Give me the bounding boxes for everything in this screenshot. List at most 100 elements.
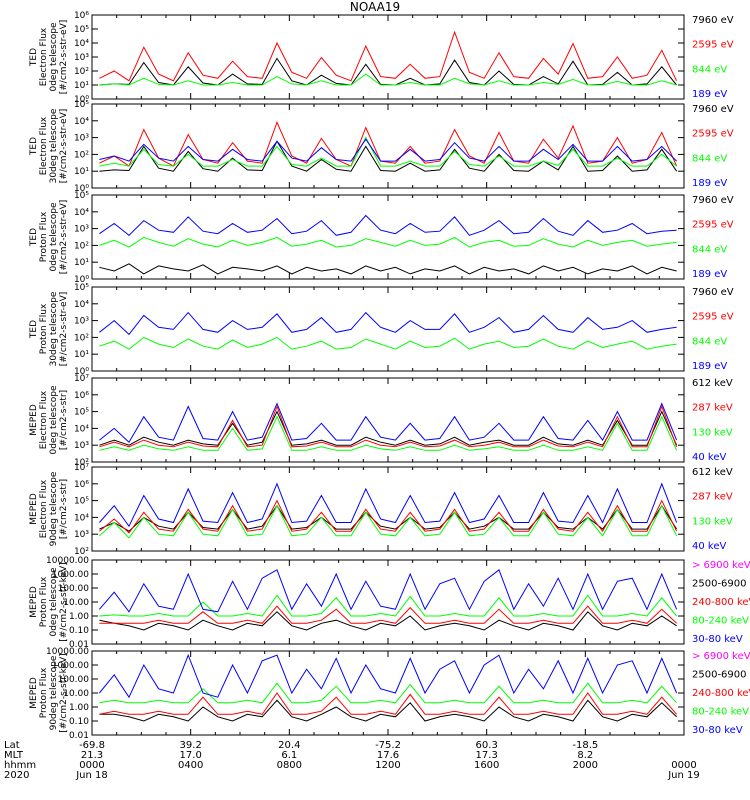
y-axis-label-line: TED xyxy=(29,228,39,247)
legend-entry: 2500-6900 xyxy=(692,670,747,681)
series-line-844-ev xyxy=(99,336,677,350)
y-tick-label: 100.00 xyxy=(58,584,90,594)
y-tick-label: 10⁴ xyxy=(74,208,89,218)
panel-frame-2 xyxy=(91,194,685,280)
chart-title: NOAA19 xyxy=(349,0,401,14)
legend-entry: 2595 eV xyxy=(692,312,734,323)
series-line-844-ev xyxy=(99,136,677,167)
y-tick-label: 10³ xyxy=(74,53,89,63)
y-axis-label-line: Electron Flux xyxy=(39,116,49,175)
y-tick-label: 10⁴ xyxy=(74,300,89,310)
legend-entry: 240-800 keV xyxy=(692,597,750,608)
y-tick-label: 10³ xyxy=(74,317,89,327)
y-axis-label-line: MEPED xyxy=(29,586,39,618)
y-axis-label-line: 0deg telescope xyxy=(49,567,59,637)
legend-entry: 287 keV xyxy=(692,403,733,414)
y-axis-label-line: 90deg telescope xyxy=(49,655,59,730)
y-tick-label: 1000.00 xyxy=(52,661,89,671)
y-tick-label: 10² xyxy=(74,150,89,160)
y-axis-label-line: [#/cm2-s-str-eV] xyxy=(59,200,69,275)
x-row-label: hhmm xyxy=(4,760,36,771)
y-tick-label: 10¹ xyxy=(74,81,89,91)
legend-entry: 189 eV xyxy=(692,361,727,372)
series-line-2595-ev xyxy=(99,121,678,167)
y-axis-label-line: Proton Flux xyxy=(39,667,49,718)
x-tick-mlt: 17.0 xyxy=(180,750,202,761)
series-line-2500-6900 xyxy=(99,611,677,631)
x-tick-hhmm: 1600 xyxy=(474,760,499,771)
legend-entry: 189 eV xyxy=(692,269,727,280)
y-axis-label: TEDElectron Flux30deg telescope[#/cm2-s-… xyxy=(29,108,69,183)
y-tick-label: 10¹ xyxy=(74,350,89,360)
series-line-612-kev xyxy=(99,410,678,446)
legend-entry: 2595 eV xyxy=(692,129,734,140)
y-tick-label: 10⁰ xyxy=(74,275,89,285)
y-tick-label: 0.01 xyxy=(69,640,89,650)
y-axis-label-line: 0deg telescope xyxy=(49,202,59,272)
legend-entry: 844 eV xyxy=(692,64,727,75)
legend-entry: 40 keV xyxy=(692,541,726,552)
series-line-612-kev xyxy=(99,504,678,532)
y-tick-label: 10¹ xyxy=(74,258,89,268)
legend-entry: 844 eV xyxy=(692,153,727,164)
legend-entry: 7960 eV xyxy=(692,104,734,115)
legend-entry: 844 eV xyxy=(692,244,727,255)
y-tick-label: 1.00 xyxy=(69,612,89,622)
y-tick-label: 10⁷ xyxy=(74,374,89,384)
series-line-2595-ev xyxy=(99,30,678,82)
series-line-287-kev xyxy=(99,405,678,448)
y-axis-label-line: [#/cm2-s-str] xyxy=(59,479,69,539)
y-axis-label-line: Electron Flux xyxy=(39,390,49,449)
y-tick-label: 10³ xyxy=(74,225,89,235)
y-tick-label: 10⁶ xyxy=(74,480,89,490)
y-tick-label: 10² xyxy=(74,241,89,251)
y-axis-label-line: [#/cm2-s-str-keV] xyxy=(59,562,69,641)
series-line-2500-6900 xyxy=(99,699,677,722)
y-axis-label-line: MEPED xyxy=(29,677,39,709)
y-tick-label: 10⁴ xyxy=(74,39,89,49)
y-axis-label-line: 30deg telescope xyxy=(49,291,59,366)
series-line-240-800-kev xyxy=(99,692,677,715)
y-axis-label-line: Proton Flux xyxy=(39,303,49,354)
y-tick-label: 0.10 xyxy=(69,626,89,636)
y-axis-label-line: Proton Flux xyxy=(39,576,49,627)
y-tick-label: 0.10 xyxy=(69,717,89,727)
y-axis-label-line: Proton Flux xyxy=(39,211,49,262)
x-tick-hhmm: 0000 xyxy=(79,760,104,771)
y-tick-label: 10⁶ xyxy=(74,11,89,21)
legend-entry: 189 eV xyxy=(692,178,727,189)
series-line-240-800-kev xyxy=(99,605,677,624)
legend-entry: 189 eV xyxy=(692,89,727,100)
y-tick-label: 10⁰ xyxy=(74,95,89,105)
y-tick-label: 10⁵ xyxy=(74,100,89,110)
legend-entry: 844 eV xyxy=(692,336,727,347)
y-axis-label-line: 0deg telescope xyxy=(49,22,59,92)
legend-entry: 2595 eV xyxy=(692,220,734,231)
legend-entry: 240-800 keV xyxy=(692,688,750,699)
y-tick-label: 10⁵ xyxy=(74,497,89,507)
y-axis-label-line: Electron Flux xyxy=(39,479,49,538)
y-tick-label: 10² xyxy=(74,547,89,557)
y-axis-label-line: [#/cm2-s-str-eV] xyxy=(59,109,69,184)
x-row-label: MLT xyxy=(4,750,24,761)
x-tick-date: Jun 18 xyxy=(75,770,108,781)
y-axis-label: TEDProton Flux30deg telescope[#/cm2-s-st… xyxy=(29,291,69,366)
y-axis-label-line: [#/cm2-s-str-keV] xyxy=(59,653,69,732)
y-axis-label: MEPEDProton Flux90deg telescope[#/cm2-s-… xyxy=(29,653,69,732)
y-axis-label-line: TED xyxy=(29,320,39,339)
y-tick-label: 10⁴ xyxy=(74,513,89,523)
legend-entry: 612 keV xyxy=(692,378,733,389)
legend-entry: 7960 eV xyxy=(692,195,734,206)
x-tick-hhmm: 0000 xyxy=(671,760,696,771)
y-tick-label: 10⁰ xyxy=(74,184,89,194)
y-axis-label: MEPEDElectron Flux0deg telescope[#/cm2-s… xyxy=(29,385,69,455)
legend-entry: 80-240 keV xyxy=(692,707,749,718)
y-tick-label: 10⁵ xyxy=(74,283,89,293)
y-axis-label-line: Electron Flux xyxy=(39,27,49,86)
y-axis-label-line: [#/cm2-s-str-eV] xyxy=(59,20,69,95)
legend-entry: 30-80 keV xyxy=(692,725,743,736)
series-line-844-ev xyxy=(99,236,677,248)
y-axis-label-line: TED xyxy=(29,137,39,156)
series-line-30-80-kev xyxy=(99,568,678,613)
